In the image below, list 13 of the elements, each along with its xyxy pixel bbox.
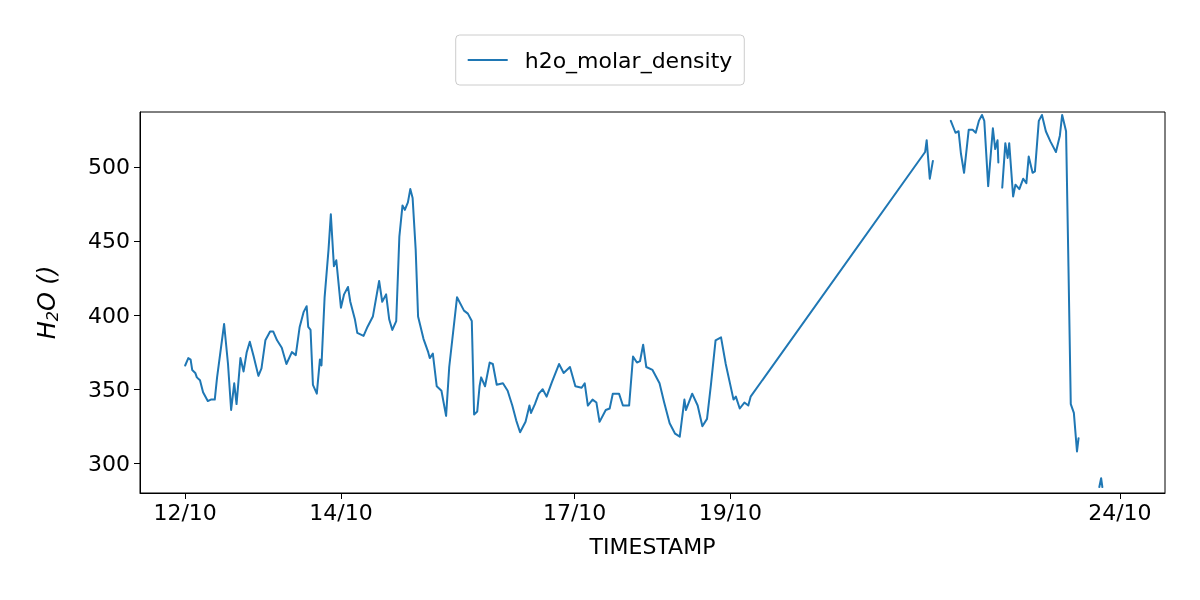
y-tick-label: 450 (88, 228, 130, 254)
y-tick-label: 300 (88, 450, 130, 476)
legend-label: h2o_molar_density (524, 47, 733, 74)
x-tick-label: 17/10 (542, 499, 607, 525)
x-axis-title: TIMESTAMP (588, 533, 716, 559)
y-axis-title: H2O () (33, 265, 62, 340)
x-tick-label: 19/10 (698, 499, 763, 525)
y-tick-label: 350 (88, 376, 130, 402)
x-tick-label: 12/10 (153, 499, 217, 525)
x-tick-label: 24/10 (1088, 499, 1152, 525)
y-tick-label: 500 (88, 154, 130, 180)
y-tick-label: 400 (88, 302, 130, 328)
x-tick-label: 14/10 (309, 499, 373, 525)
